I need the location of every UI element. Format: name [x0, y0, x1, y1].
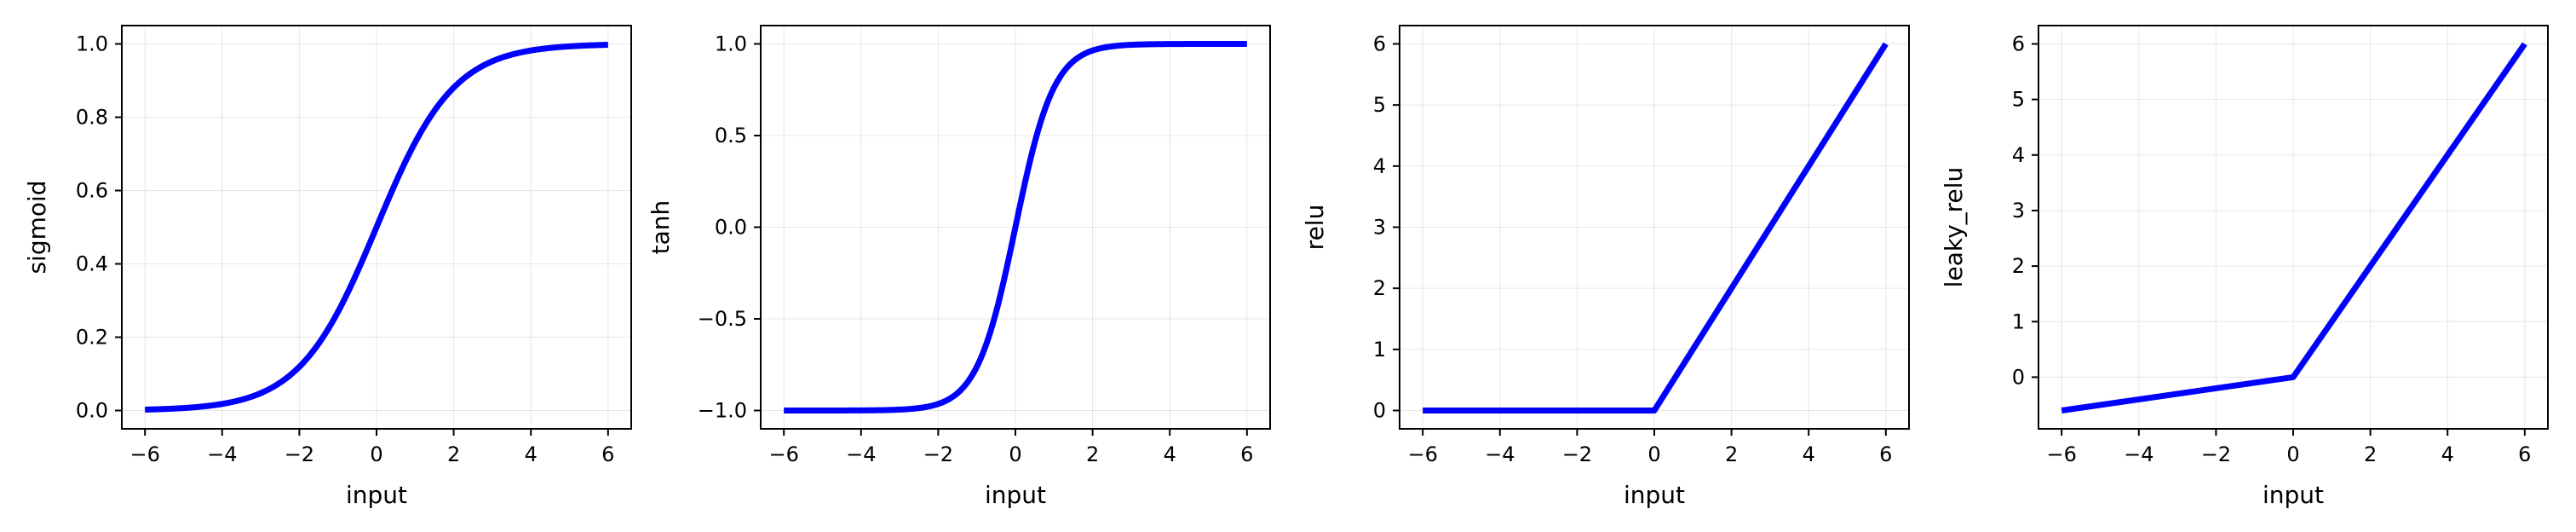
panel-tanh: −6 −4 −2 0 2 4 6 −1.0 −0.5 0.0 0.5 1.0 input tanh — [647, 25, 1271, 509]
y-tick-label: 0.0 — [715, 216, 747, 240]
y-tick-label: 5 — [1373, 93, 1386, 117]
x-tick-label: 6 — [2518, 442, 2531, 466]
tanh-curve — [782, 41, 1249, 413]
y-tick-label: 4 — [1373, 154, 1386, 178]
x-tick-label: −6 — [1407, 442, 1437, 466]
y-tick-label: 0 — [1373, 399, 1386, 423]
y-tick-label: −0.5 — [698, 307, 747, 331]
x-tick-label: 0 — [1647, 442, 1660, 466]
x-tick-label: −4 — [2124, 442, 2153, 466]
sigmoid-curve — [143, 42, 610, 413]
x-tick-label: −6 — [129, 442, 159, 466]
x-tick-label: 6 — [1879, 442, 1892, 466]
x-tick-label: −6 — [768, 442, 798, 466]
x-tick-label: 2 — [1725, 442, 1738, 466]
x-tick-label: 0 — [2286, 442, 2299, 466]
x-tick-label: −4 — [207, 442, 237, 466]
x-axis-label: input — [985, 481, 1046, 509]
y-tick-label: 3 — [2012, 199, 2025, 223]
y-tick-label: 0.2 — [76, 326, 108, 350]
y-tick-label: 2 — [2012, 254, 2025, 278]
x-tick-label: −2 — [923, 442, 953, 466]
relu-curve — [1423, 42, 1889, 413]
x-tick-label: 4 — [525, 442, 538, 466]
x-tick-label: 0 — [1009, 442, 1021, 466]
x-tick-label: 4 — [1164, 442, 1176, 466]
y-tick-label: 1.0 — [715, 32, 747, 56]
x-tick-label: 4 — [1803, 442, 1815, 466]
y-axis-label: tanh — [647, 200, 675, 255]
y-axis-label: relu — [1301, 205, 1329, 251]
x-tick-label: 4 — [2441, 442, 2454, 466]
y-tick-label: 0.4 — [76, 252, 108, 276]
y-tick-label: 0.6 — [76, 179, 108, 203]
y-tick-label: 0.5 — [715, 124, 747, 147]
y-tick-label: 0 — [2012, 365, 2025, 389]
y-tick-label: −1.0 — [698, 399, 747, 423]
x-tick-label: −2 — [1562, 442, 1592, 466]
y-tick-label: 0.0 — [76, 399, 108, 423]
y-tick-label: 1 — [2012, 309, 2025, 333]
x-tick-label: −2 — [2201, 442, 2231, 466]
y-tick-label: 6 — [2012, 32, 2025, 56]
y-tick-label: 5 — [2012, 88, 2025, 112]
x-tick-label: 2 — [1086, 442, 1099, 466]
x-axis-label: input — [346, 481, 407, 509]
x-tick-label: 2 — [2364, 442, 2377, 466]
panel-relu: −6 −4 −2 0 2 4 6 0 1 2 3 4 5 6 input relu — [1301, 25, 1910, 509]
x-tick-label: −4 — [846, 442, 876, 466]
x-tick-label: −4 — [1485, 442, 1515, 466]
x-tick-label: 0 — [370, 442, 382, 466]
y-axis-label: leaky_relu — [1940, 167, 1968, 288]
y-tick-label: 1 — [1373, 338, 1386, 361]
y-tick-label: 6 — [1373, 32, 1386, 56]
y-tick-label: 2 — [1373, 276, 1386, 300]
y-tick-label: 3 — [1373, 216, 1386, 240]
y-axis-label: sigmoid — [23, 180, 51, 274]
x-tick-label: −2 — [285, 442, 314, 466]
x-axis-label: input — [2263, 481, 2324, 509]
panel-leaky_relu: −6 −4 −2 0 2 4 6 0 1 2 3 4 5 6 input leaky_relu — [1940, 25, 2549, 509]
y-tick-label: 1.0 — [76, 32, 108, 56]
y-tick-label: 4 — [2012, 143, 2025, 167]
y-tick-label: 0.8 — [76, 106, 108, 130]
x-tick-label: 2 — [447, 442, 460, 466]
panel-sigmoid: −6 −4 −2 0 2 4 6 0.0 0.2 0.4 0.6 0.8 1.0 input sigmoid — [23, 25, 632, 509]
leaky_relu-curve — [2061, 42, 2527, 413]
x-tick-label: 6 — [1240, 442, 1253, 466]
x-tick-label: 6 — [601, 442, 614, 466]
x-axis-label: input — [1624, 481, 1685, 509]
x-tick-label: −6 — [2046, 442, 2076, 466]
